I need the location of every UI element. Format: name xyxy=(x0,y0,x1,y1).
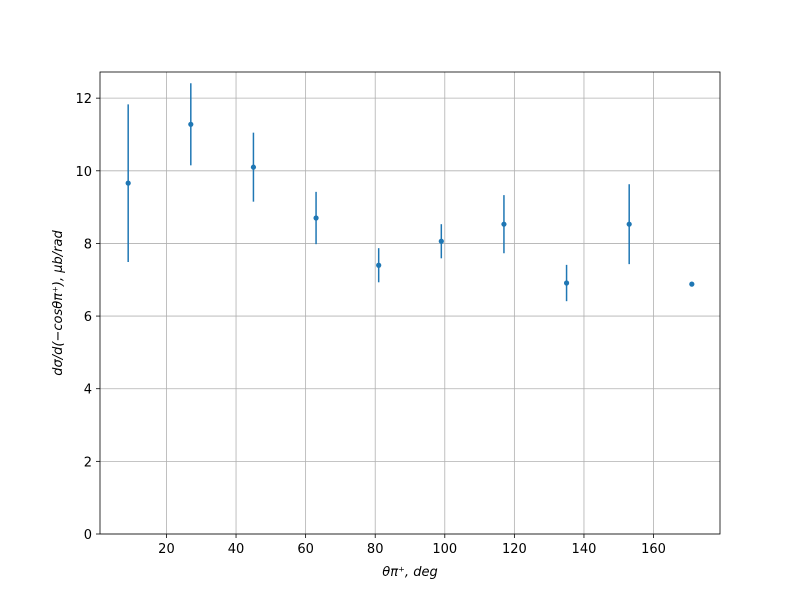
y-tick-label: 6 xyxy=(84,310,92,325)
y-tick-label: 8 xyxy=(84,237,92,252)
x-tick-label: 120 xyxy=(502,542,527,557)
data-point xyxy=(689,281,695,287)
data-point xyxy=(438,238,444,244)
y-tick-label: 4 xyxy=(84,383,92,398)
data-point xyxy=(376,262,382,268)
y-tick-label: 10 xyxy=(75,165,92,180)
data-point xyxy=(250,164,257,170)
x-tick-label: 160 xyxy=(641,542,666,557)
data-point xyxy=(626,221,632,227)
x-tick-label: 140 xyxy=(572,542,597,557)
x-axis-label: θπ⁺, deg xyxy=(382,565,437,580)
data-point xyxy=(188,121,194,127)
x-tick-label: 20 xyxy=(158,542,175,557)
data-point xyxy=(125,180,131,186)
plot-frame xyxy=(99,71,721,535)
data-point xyxy=(563,280,570,286)
y-axis-label: dσ/d(−cosθπ⁺), μb/rad xyxy=(51,230,66,376)
y-tick-label: 12 xyxy=(75,92,92,107)
data-point xyxy=(501,221,507,227)
x-tick-label: 40 xyxy=(228,542,245,557)
y-tick-label: 0 xyxy=(84,528,92,543)
x-tick-label: 80 xyxy=(367,542,384,557)
x-tick-label: 100 xyxy=(432,542,457,557)
y-tick-label: 2 xyxy=(84,455,92,470)
x-tick-label: 60 xyxy=(297,542,314,557)
data-point xyxy=(313,215,319,221)
